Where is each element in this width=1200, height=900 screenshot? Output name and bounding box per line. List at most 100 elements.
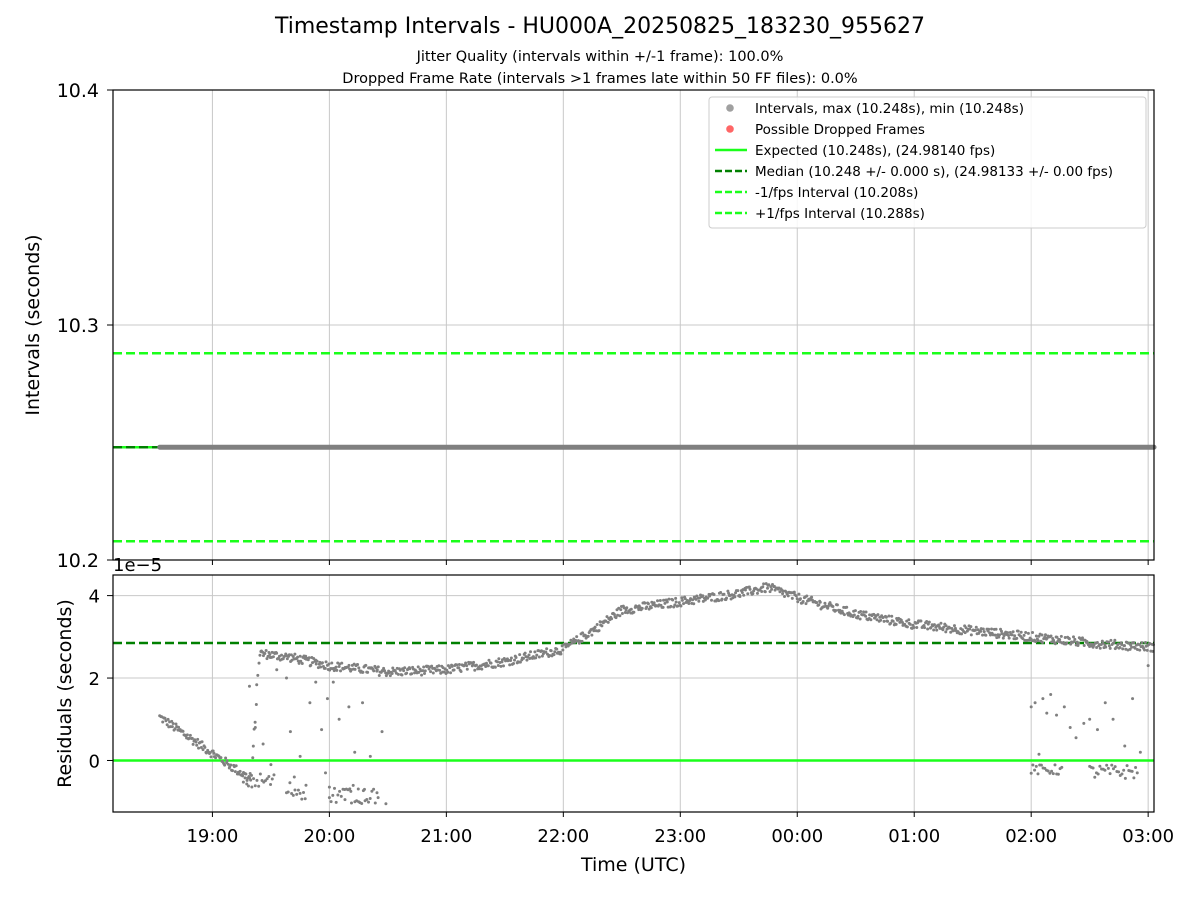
residual-point: [416, 665, 420, 669]
residual-point: [963, 631, 967, 635]
residual-point: [357, 666, 361, 670]
residual-point: [656, 599, 660, 603]
interval-point: [313, 445, 318, 450]
residual-point: [618, 614, 622, 618]
interval-point: [919, 445, 924, 450]
residual-point: [605, 615, 609, 619]
residual-point: [552, 653, 556, 657]
residual-point: [886, 619, 890, 623]
residual-outlier-point: [1113, 765, 1117, 769]
residual-point: [190, 736, 194, 740]
residual-point: [960, 632, 964, 636]
interval-point: [187, 445, 192, 450]
residual-outlier-point: [327, 796, 331, 800]
residual-point: [298, 654, 302, 658]
residual-point: [356, 662, 360, 666]
residual-point: [1128, 647, 1132, 651]
x-tick-label: 20:00: [303, 826, 355, 847]
residual-point: [925, 619, 929, 623]
residual-point: [347, 663, 351, 667]
residual-point: [1107, 640, 1111, 644]
y-tick-label: 0: [89, 751, 100, 772]
residual-point: [733, 595, 737, 599]
residual-outlier-point: [1051, 772, 1055, 776]
residual-point: [1143, 640, 1147, 644]
residual-point: [792, 590, 796, 594]
interval-point: [673, 445, 678, 450]
legend-label: Intervals, max (10.248s), min (10.248s): [755, 101, 1024, 117]
residual-outlier-point: [323, 771, 327, 775]
residual-point: [720, 597, 724, 601]
residual-outlier-point: [1082, 721, 1086, 725]
interval-point: [1063, 445, 1068, 450]
bottom-panel-reference-lines: [113, 641, 1154, 762]
residual-point: [549, 649, 553, 653]
residual-point: [384, 674, 388, 678]
residual-point: [1043, 633, 1047, 637]
residual-point: [417, 670, 421, 674]
residual-point: [249, 778, 253, 782]
residual-outlier-point: [1138, 750, 1142, 754]
interval-point: [913, 445, 918, 450]
residual-point: [315, 659, 319, 663]
residual-outlier-point: [285, 676, 288, 680]
residual-outlier-point: [375, 791, 379, 795]
residual-outlier-point: [253, 784, 257, 788]
residual-point: [263, 652, 267, 656]
residual-outlier-point: [1088, 717, 1092, 721]
interval-point: [805, 445, 810, 450]
residual-point: [665, 600, 669, 604]
interval-point: [487, 445, 492, 450]
residual-point: [195, 743, 199, 747]
residual-point: [1010, 633, 1014, 637]
interval-point: [367, 445, 372, 450]
residual-point: [1058, 638, 1062, 642]
interval-point: [985, 445, 990, 450]
residual-point: [265, 657, 269, 661]
legend-label: -1/fps Interval (10.208s): [755, 185, 918, 201]
interval-point: [727, 445, 732, 450]
residual-outlier-point: [1048, 771, 1052, 775]
residual-outlier-point: [336, 793, 340, 797]
interval-point: [1147, 445, 1152, 450]
interval-point: [349, 445, 354, 450]
residual-point: [823, 601, 827, 605]
residual-outlier-point: [332, 786, 336, 790]
residual-outlier-point: [338, 789, 342, 793]
residual-point: [529, 650, 533, 654]
interval-point: [649, 445, 654, 450]
residual-point: [423, 669, 427, 673]
interval-point: [559, 445, 564, 450]
residual-outlier-point: [361, 701, 365, 705]
legend-label: Possible Dropped Frames: [755, 122, 925, 138]
residual-point: [533, 650, 537, 654]
residual-point: [592, 629, 596, 633]
residual-point: [1052, 638, 1056, 642]
residual-point: [1112, 641, 1116, 645]
interval-point: [931, 445, 936, 450]
interval-point: [1093, 445, 1098, 450]
residual-point: [1107, 644, 1111, 648]
residual-point: [864, 610, 868, 614]
residual-point: [164, 719, 168, 723]
interval-point: [997, 445, 1002, 450]
residual-point: [201, 748, 205, 752]
residual-point: [1019, 630, 1023, 634]
residual-point: [264, 648, 268, 652]
residual-point: [211, 749, 215, 753]
residual-point: [161, 720, 165, 724]
residual-point: [1001, 636, 1005, 640]
residual-point: [828, 601, 832, 605]
residual-point: [166, 717, 170, 721]
interval-point: [865, 445, 870, 450]
residual-point: [553, 650, 557, 654]
interval-point: [1141, 445, 1146, 450]
residual-point: [815, 601, 819, 605]
interval-point: [547, 445, 552, 450]
interval-point: [235, 445, 240, 450]
residual-point: [1015, 636, 1019, 640]
residual-point: [944, 624, 948, 628]
residual-outlier-point: [1125, 764, 1129, 768]
residual-point: [437, 664, 441, 668]
interval-point: [409, 445, 414, 450]
